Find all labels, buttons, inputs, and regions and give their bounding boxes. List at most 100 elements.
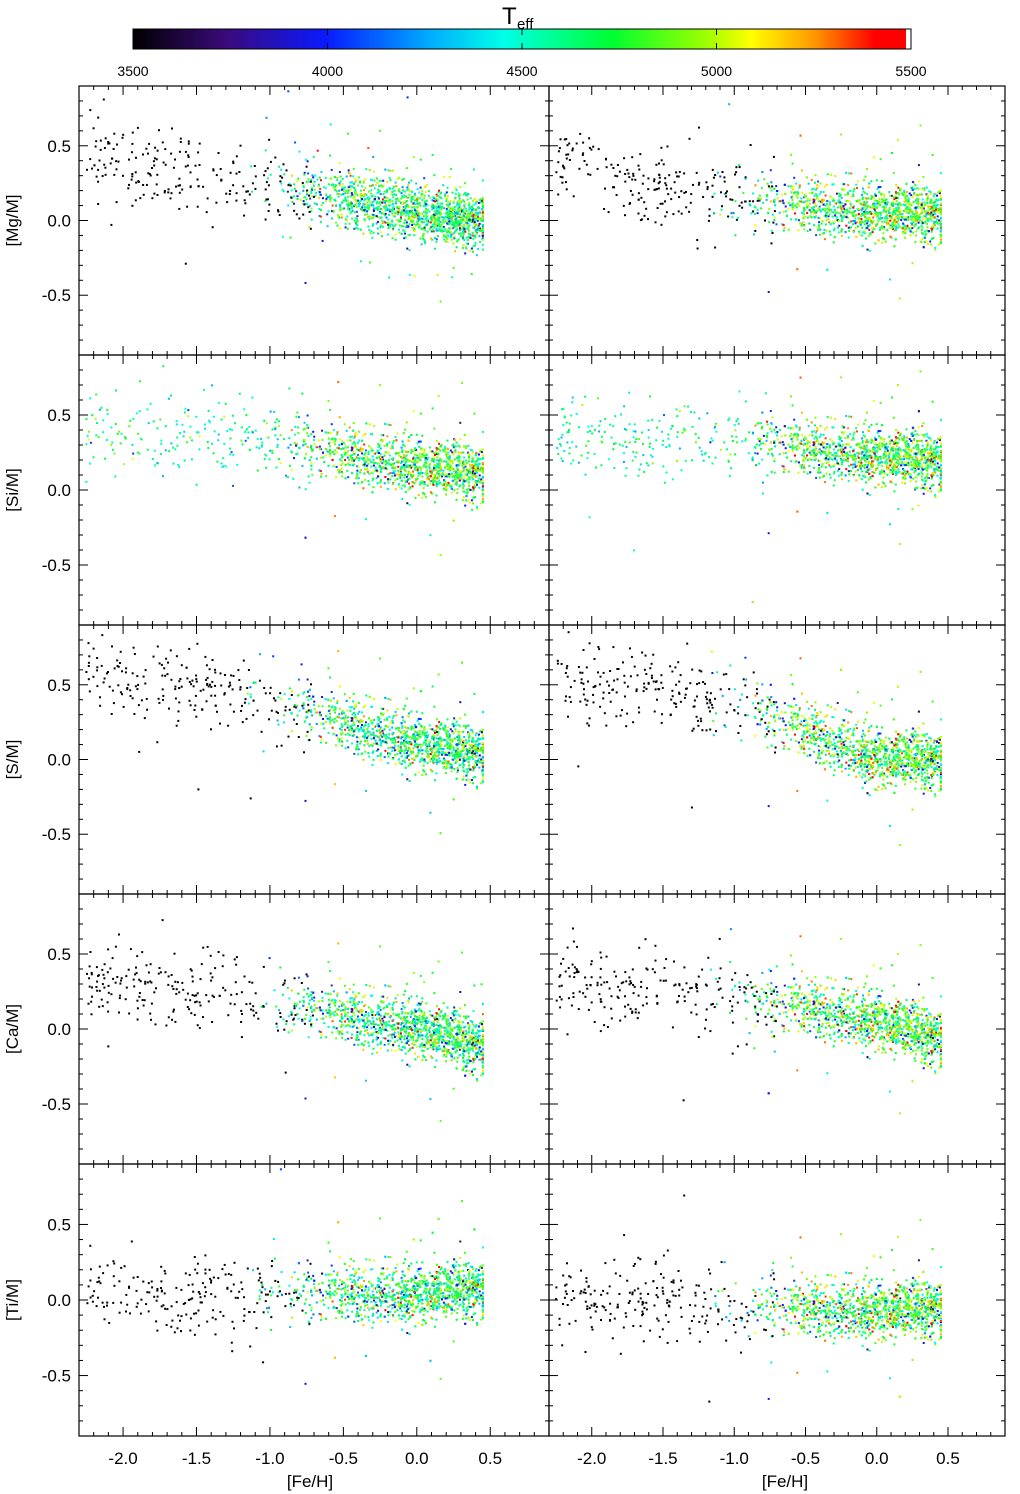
data-point: [926, 211, 929, 214]
data-point: [862, 190, 865, 193]
data-point: [409, 217, 412, 220]
data-point: [819, 228, 822, 231]
data-point: [352, 450, 355, 453]
data-point: [290, 469, 293, 472]
data-point: [443, 217, 446, 220]
data-point: [424, 204, 427, 207]
data-point: [386, 468, 389, 471]
data-point: [266, 167, 269, 170]
data-point: [425, 207, 428, 210]
data-point: [421, 199, 424, 202]
data-point: [407, 438, 410, 441]
data-point: [467, 457, 470, 460]
data-point: [874, 205, 876, 208]
data-point: [403, 231, 406, 233]
data-point: [391, 190, 394, 193]
data-point: [407, 225, 410, 228]
data-point: [756, 212, 759, 215]
data-point: [316, 446, 319, 449]
data-point: [353, 441, 356, 444]
data-point: [381, 185, 384, 188]
data-point: [302, 186, 305, 189]
data-point: [419, 158, 422, 161]
data-point: [431, 229, 434, 232]
data-point: [478, 211, 481, 214]
data-point: [315, 191, 318, 194]
data-point: [656, 207, 659, 209]
data-point: [403, 485, 406, 488]
data-point: [351, 472, 354, 475]
data-point: [632, 174, 635, 177]
data-point: [481, 203, 484, 205]
data-point: [464, 202, 467, 205]
data-point: [297, 177, 300, 180]
data-point: [419, 481, 422, 484]
data-point: [590, 148, 593, 151]
data-point: [413, 227, 416, 230]
data-point: [408, 466, 411, 469]
data-point: [394, 466, 397, 469]
data-point: [320, 171, 323, 173]
data-point: [459, 459, 462, 462]
data-point: [664, 200, 666, 203]
data-point: [355, 205, 358, 208]
data-point: [354, 442, 357, 445]
data-point: [139, 197, 142, 200]
data-point: [855, 235, 858, 238]
data-point: [938, 243, 941, 246]
data-point: [371, 224, 374, 227]
data-point: [883, 208, 885, 211]
data-point: [445, 200, 448, 203]
data-point: [839, 212, 842, 215]
data-point: [301, 182, 304, 185]
data-point: [401, 202, 404, 205]
data-point: [478, 469, 481, 472]
data-point: [348, 204, 350, 207]
data-point: [429, 475, 432, 478]
data-point: [346, 199, 349, 202]
data-point: [370, 201, 373, 204]
data-point: [371, 201, 374, 203]
data-point: [425, 219, 428, 222]
data-point: [319, 215, 322, 218]
data-point: [378, 201, 381, 204]
data-point: [310, 464, 313, 467]
data-point: [929, 213, 932, 216]
data-point: [885, 207, 887, 210]
data-point: [181, 188, 184, 191]
data-point: [438, 204, 440, 207]
data-point: [563, 138, 566, 141]
data-point: [401, 178, 404, 181]
data-point: [325, 197, 328, 200]
data-point: [307, 426, 310, 429]
data-point: [864, 206, 867, 209]
data-point: [434, 478, 437, 481]
data-point: [865, 219, 868, 222]
data-point: [478, 222, 481, 225]
data-point: [468, 220, 471, 223]
data-point: [713, 192, 716, 195]
data-point: [723, 193, 726, 196]
data-point: [457, 200, 460, 203]
data-point: [789, 204, 792, 207]
data-point: [481, 497, 484, 500]
data-point: [401, 195, 404, 197]
data-point: [403, 229, 406, 232]
data-point: [854, 210, 856, 213]
data-point: [661, 202, 664, 205]
data-point: [394, 223, 397, 226]
data-point: [774, 204, 777, 207]
data-point: [326, 196, 329, 199]
data-point: [444, 448, 447, 451]
data-point: [472, 250, 474, 253]
data-point: [918, 219, 921, 222]
data-point: [828, 201, 831, 204]
data-point: [894, 195, 897, 198]
data-point: [457, 459, 460, 462]
data-point: [156, 149, 159, 152]
data-point: [435, 447, 438, 450]
data-point: [363, 460, 366, 463]
data-point: [753, 212, 756, 215]
data-point: [328, 196, 331, 199]
data-point: [352, 458, 355, 461]
